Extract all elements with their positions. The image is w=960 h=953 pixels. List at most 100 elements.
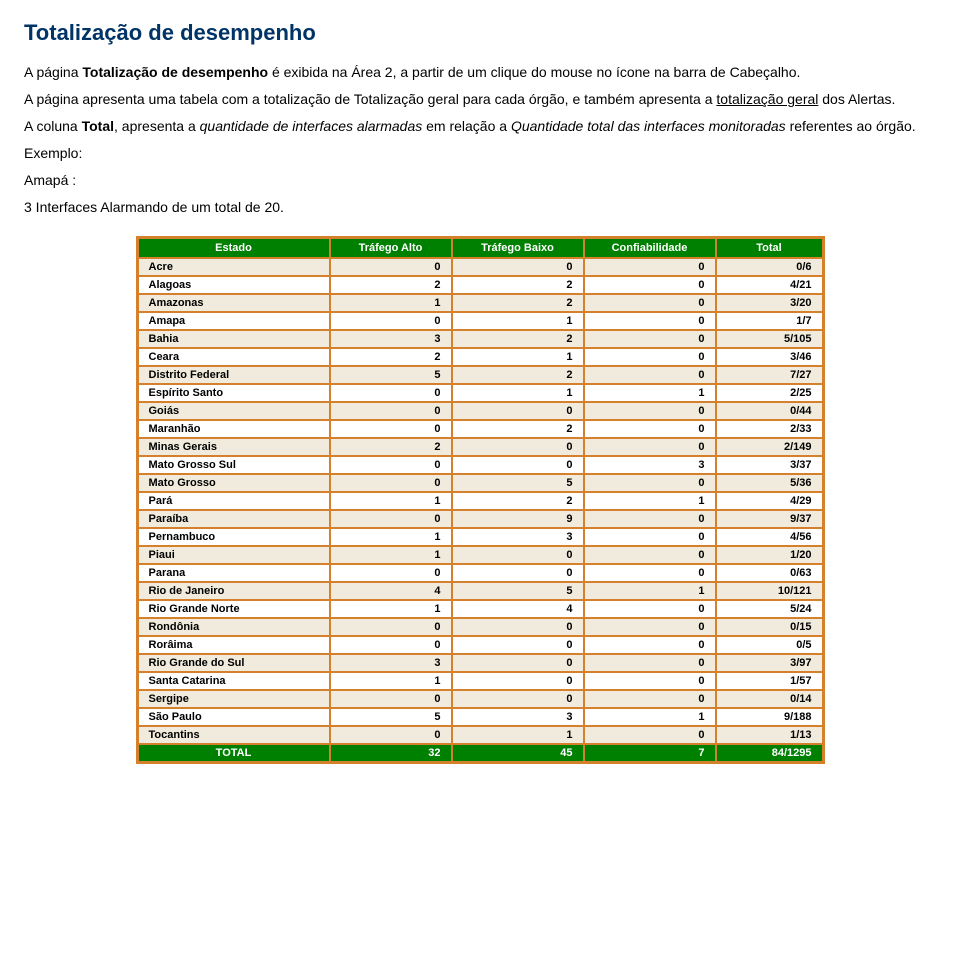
table-cell-value: 1 (330, 294, 452, 312)
table-cell-value: 0 (452, 258, 584, 276)
table-cell-value: 0 (584, 348, 716, 366)
table-cell-value: 1/57 (716, 672, 823, 690)
text-italic: Quantidade total das interfaces monitora… (511, 118, 786, 134)
table-cell-state: Sergipe (138, 690, 330, 708)
table-cell-value: 4/21 (716, 276, 823, 294)
table-row: São Paulo5319/188 (138, 708, 823, 726)
table-cell-state: Rio Grande do Sul (138, 654, 330, 672)
table-header-cell: Confiabilidade (584, 238, 716, 258)
table-cell-value: 0 (452, 402, 584, 420)
table-cell-value: 1 (330, 672, 452, 690)
table-row: Rondônia0000/15 (138, 618, 823, 636)
table-cell-value: 4/56 (716, 528, 823, 546)
text: A página (24, 64, 82, 80)
table-cell-value: 0/63 (716, 564, 823, 582)
table-row: Tocantins0101/13 (138, 726, 823, 744)
table-header-cell: Tráfego Baixo (452, 238, 584, 258)
table-cell-value: 5 (330, 366, 452, 384)
text-bold: Totalização de desempenho (82, 64, 272, 80)
table-cell-value: 1 (452, 312, 584, 330)
table-cell-value: 10/121 (716, 582, 823, 600)
table-cell-state: Mato Grosso Sul (138, 456, 330, 474)
table-cell-state: Pernambuco (138, 528, 330, 546)
table-cell-value: 2 (330, 276, 452, 294)
table-row: Santa Catarina1001/57 (138, 672, 823, 690)
paragraph-example-state: Amapá : (24, 170, 936, 191)
table-row: Rio de Janeiro45110/121 (138, 582, 823, 600)
table-cell-value: 2 (330, 438, 452, 456)
table-cell-state: Rio de Janeiro (138, 582, 330, 600)
text-italic: quantidade de interfaces alarmadas (200, 118, 426, 134)
table-cell-state: Tocantins (138, 726, 330, 744)
table-cell-value: 3/46 (716, 348, 823, 366)
table-cell-state: Mato Grosso (138, 474, 330, 492)
table-cell-value: 4 (330, 582, 452, 600)
paragraph-example-value: 3 Interfaces Alarmando de um total de 20… (24, 197, 936, 218)
table-cell-state: Alagoas (138, 276, 330, 294)
table-total-value: 32 (330, 744, 452, 762)
table-cell-value: 0 (452, 690, 584, 708)
table-cell-value: 5 (330, 708, 452, 726)
table-cell-value: 0 (584, 690, 716, 708)
table-cell-value: 0 (452, 636, 584, 654)
table-cell-value: 2/149 (716, 438, 823, 456)
table-row: Paraíba0909/37 (138, 510, 823, 528)
table-cell-value: 0 (452, 456, 584, 474)
table-cell-value: 5/36 (716, 474, 823, 492)
table-cell-value: 0 (330, 312, 452, 330)
table-cell-value: 2 (452, 420, 584, 438)
table-cell-state: Santa Catarina (138, 672, 330, 690)
table-header-cell: Tráfego Alto (330, 238, 452, 258)
table-cell-value: 0 (584, 438, 716, 456)
table-row: Amazonas1203/20 (138, 294, 823, 312)
table-cell-state: Ceara (138, 348, 330, 366)
paragraph-1: A página Totalização de desempenho é exi… (24, 62, 936, 83)
table-cell-value: 1 (452, 348, 584, 366)
table-cell-value: 1 (330, 528, 452, 546)
table-cell-value: 3 (584, 456, 716, 474)
table-cell-state: Parana (138, 564, 330, 582)
performance-table: EstadoTráfego AltoTráfego BaixoConfiabil… (136, 236, 825, 764)
table-cell-value: 0 (330, 474, 452, 492)
table-cell-value: 0 (452, 654, 584, 672)
table-cell-value: 5 (452, 582, 584, 600)
table-cell-value: 2 (452, 492, 584, 510)
table-cell-value: 1 (330, 600, 452, 618)
table-row: Pará1214/29 (138, 492, 823, 510)
table-row: Acre0000/6 (138, 258, 823, 276)
table-cell-value: 0 (584, 726, 716, 744)
table-cell-value: 0 (584, 510, 716, 528)
table-cell-value: 0 (584, 528, 716, 546)
table-cell-value: 0 (584, 330, 716, 348)
table-cell-value: 1 (452, 384, 584, 402)
table-cell-state: Rio Grande Norte (138, 600, 330, 618)
table-cell-value: 2 (452, 294, 584, 312)
table-cell-value: 0 (452, 438, 584, 456)
table-cell-value: 9/188 (716, 708, 823, 726)
table-cell-state: Espírito Santo (138, 384, 330, 402)
table-row: Pernambuco1304/56 (138, 528, 823, 546)
text: em relação a (426, 118, 511, 134)
table-cell-value: 3/20 (716, 294, 823, 312)
table-cell-value: 9/37 (716, 510, 823, 528)
table-cell-value: 3 (330, 330, 452, 348)
table-cell-state: Minas Gerais (138, 438, 330, 456)
table-cell-value: 3 (330, 654, 452, 672)
table-row: Alagoas2204/21 (138, 276, 823, 294)
table-cell-value: 2 (452, 330, 584, 348)
table-cell-value: 0 (584, 564, 716, 582)
table-cell-value: 2 (452, 366, 584, 384)
table-row: Piaui1001/20 (138, 546, 823, 564)
table-row: Maranhão0202/33 (138, 420, 823, 438)
table-cell-value: 0 (584, 546, 716, 564)
table-total-label: TOTAL (138, 744, 330, 762)
table-cell-value: 0 (584, 366, 716, 384)
table-cell-state: Paraíba (138, 510, 330, 528)
paragraph-3: A coluna Total, apresenta a quantidade d… (24, 116, 936, 137)
text: A coluna (24, 118, 82, 134)
table-cell-value: 0 (584, 402, 716, 420)
table-cell-value: 0/6 (716, 258, 823, 276)
table-cell-value: 1 (584, 708, 716, 726)
text: A página apresenta uma tabela com a tota… (24, 91, 716, 107)
table-row: Amapa0101/7 (138, 312, 823, 330)
